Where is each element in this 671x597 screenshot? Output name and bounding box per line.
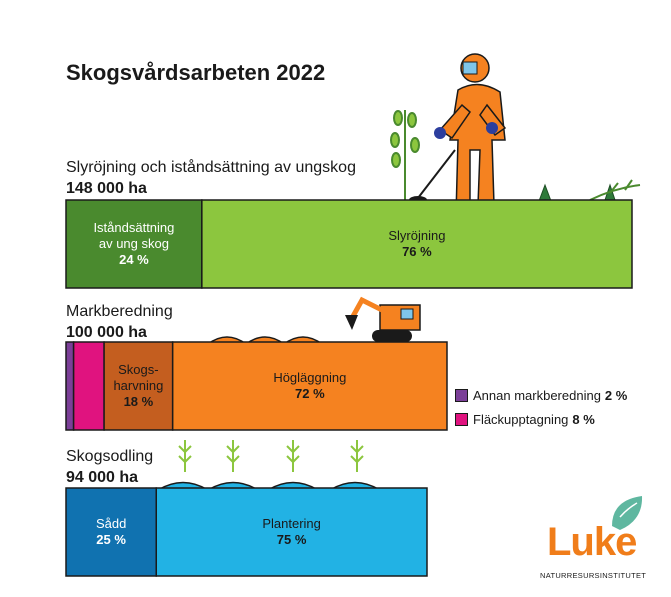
forest-worker-icon [409, 53, 507, 216]
segment-pct: 76 % [402, 244, 432, 259]
seedling-icons [178, 440, 364, 472]
segment-label-2-1: Plantering 75 % [156, 488, 427, 576]
legend-item-annan: Annan markberedning 2 % [455, 388, 627, 403]
segment-name-line: harvning [113, 378, 164, 393]
section-label-skogsodling: Skogsodling [66, 448, 154, 465]
segment-label-2-0: Sådd 25 % [66, 488, 156, 576]
luke-leaf-icon [612, 496, 643, 530]
segment-pct: 72 % [295, 386, 325, 401]
legend-label-annan: Annan markberedning [473, 388, 601, 403]
legend-swatch-flack [455, 413, 468, 426]
legend-item-flack: Fläckupptagning 8 % [455, 412, 595, 427]
segment-pct: 24 % [119, 252, 149, 267]
segment-name-line: Iståndsättning [93, 220, 175, 235]
section-total-markberedning: 100 000 ha [66, 324, 147, 341]
segment-pct: 75 % [276, 532, 307, 547]
segment-name-line: Plantering [262, 516, 321, 531]
bar-segment-0-1 [201, 199, 633, 289]
segment-label-0-0: Iståndsättning av ung skog 24 % [66, 200, 202, 288]
luke-logo-word: Luke [547, 520, 637, 564]
bar-segment-2-1 [155, 487, 428, 577]
legend-swatch-annan [455, 389, 468, 402]
segment-name-line: Högläggning [273, 370, 347, 385]
bar-segment-1-2 [103, 341, 174, 431]
bar-segment-1-0 [65, 341, 75, 431]
section-total-ungskog: 148 000 ha [66, 180, 147, 197]
sapling-tree-icon [390, 110, 420, 215]
segment-label-0-1: Slyröjning 76 % [202, 200, 632, 288]
segment-name-line: Skogs- [118, 362, 159, 377]
bar-segment-1-1 [72, 341, 105, 431]
luke-logo-subtitle: NATURRESURSINSTITUTET [540, 571, 647, 580]
legend-pct-flack: 8 % [572, 412, 595, 427]
section-label-ungskog: Slyröjning och iståndsättning av ungskog [66, 159, 356, 176]
segment-label-1-2: Skogs-harvning 18 % [104, 342, 173, 430]
segment-pct: 25 % [96, 532, 126, 547]
bar-segment-2-0 [65, 487, 157, 577]
branch-icon [589, 179, 641, 201]
segment-name-line: Sådd [95, 516, 127, 531]
segment-label-1-3: Högläggning 72 % [173, 342, 447, 430]
section-total-skogsodling: 94 000 ha [66, 469, 139, 486]
bars-layer [65, 199, 633, 577]
section-label-markberedning: Markberedning [66, 303, 173, 320]
legend-label-flack: Fläckupptagning [473, 412, 569, 427]
chart-title: Skogsvårdsarbeten 2022 [66, 60, 326, 85]
segment-name-line: Slyröjning [388, 228, 446, 243]
bar-segment-0-0 [65, 199, 203, 289]
legend-pct-annan: 2 % [604, 388, 628, 403]
excavator-icon [345, 296, 421, 342]
segment-name-line: av ung skog [98, 236, 169, 251]
bar-segment-1-3 [171, 341, 448, 431]
segment-pct: 18 % [123, 394, 154, 409]
